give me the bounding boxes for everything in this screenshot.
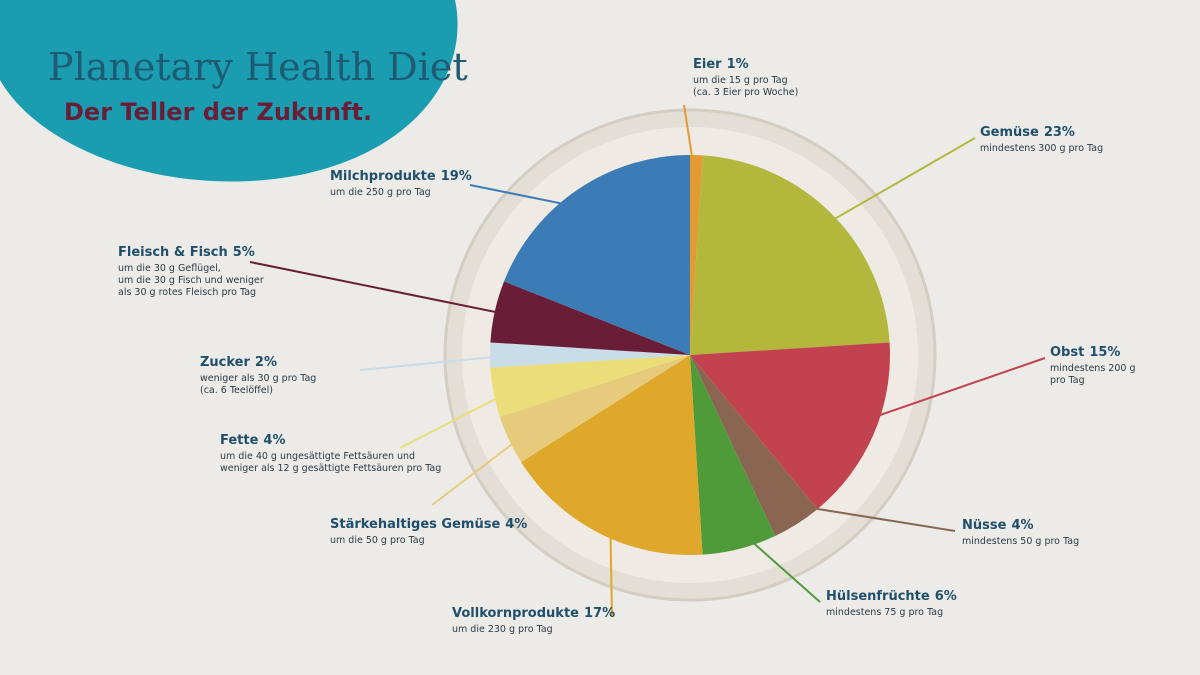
slice-label: Hülsenfrüchte 6% xyxy=(826,589,957,604)
slice-label: Fleisch & Fisch 5% xyxy=(118,245,255,260)
slice-label: Gemüse 23% xyxy=(980,125,1075,140)
value-label: 1% xyxy=(727,57,749,72)
slice-label: Milchprodukte 19% xyxy=(330,169,472,184)
category-name: Fleisch & Fisch xyxy=(118,245,228,260)
slice-description: mindestens 50 g pro Tag xyxy=(962,536,1079,547)
leader-line xyxy=(469,184,592,211)
category-name: Stärkehaltiges Gemüse xyxy=(330,517,500,532)
pie-slice xyxy=(490,342,690,368)
slice-label: Eier 1% xyxy=(693,57,749,72)
slice-description: um die 250 g pro Tag xyxy=(330,187,431,198)
chart-subtitle: Der Teller der Zukunft. xyxy=(64,98,372,126)
slice-description: um die 230 g pro Tag xyxy=(452,624,553,635)
slice-description: mindestens 300 g pro Tag xyxy=(980,143,1103,154)
slice-description: mindestens 75 g pro Tag xyxy=(826,607,943,618)
category-name: Zucker xyxy=(200,355,251,370)
pie-slice xyxy=(690,155,890,355)
category-name: Hülsenfrüchte xyxy=(826,589,930,604)
slice-description: (ca. 3 Eier pro Woche) xyxy=(693,87,798,98)
slice-label: Zucker 2% xyxy=(200,355,277,370)
slice-description: um die 50 g pro Tag xyxy=(330,535,425,546)
slice-description: um die 40 g ungesättigte Fettsäuren und xyxy=(220,451,415,462)
leader-line xyxy=(609,511,613,618)
value-label: 2% xyxy=(255,355,277,370)
pie-slice xyxy=(690,155,703,355)
pie-slice xyxy=(690,342,890,510)
category-name: Vollkornprodukte xyxy=(452,606,579,621)
leader-line xyxy=(399,387,518,449)
leader-line xyxy=(851,357,1046,426)
slice-description: als 30 g rotes Fleisch pro Tag xyxy=(118,287,256,298)
pie-slice xyxy=(521,355,703,555)
value-label: 6% xyxy=(935,589,957,604)
slice-description: mindestens 200 g xyxy=(1050,363,1135,374)
chart-title: Planetary Health Diet xyxy=(48,45,468,89)
value-label: 4% xyxy=(505,517,527,532)
value-label: 4% xyxy=(1011,518,1033,533)
value-label: 5% xyxy=(233,245,255,260)
slice-label: Vollkornprodukte 17% xyxy=(452,606,615,621)
category-name: Fette xyxy=(220,433,259,448)
category-name: Eier xyxy=(693,57,722,72)
leader-line xyxy=(683,104,697,180)
slice-description: weniger als 30 g pro Tag xyxy=(200,373,316,384)
slice-description: pro Tag xyxy=(1050,375,1085,386)
category-name: Nüsse xyxy=(962,518,1007,533)
category-name: Milchprodukte xyxy=(330,169,436,184)
pie-slice xyxy=(690,355,818,536)
leader-line xyxy=(813,137,976,232)
slice-description: um die 30 g Fisch und weniger xyxy=(118,275,264,286)
leader-line xyxy=(733,524,821,603)
slice-description: weniger als 12 g gesättigte Fettsäuren p… xyxy=(220,463,441,474)
slice-label: Stärkehaltiges Gemüse 4% xyxy=(330,517,527,532)
pie-slice xyxy=(499,355,690,463)
pie-slice xyxy=(490,281,690,355)
leader-line xyxy=(359,354,515,371)
value-label: 4% xyxy=(263,433,285,448)
pie-slice xyxy=(504,155,690,355)
value-label: 17% xyxy=(584,606,615,621)
slice-description: um die 15 g pro Tag xyxy=(693,75,788,86)
slice-description: (ca. 6 Teelöffel) xyxy=(200,385,273,396)
slice-label: Obst 15% xyxy=(1050,345,1120,360)
value-label: 19% xyxy=(441,169,472,184)
leader-line xyxy=(249,261,519,318)
category-name: Obst xyxy=(1050,345,1084,360)
slice-description: um die 30 g Geflügel, xyxy=(118,263,221,274)
slice-label: Nüsse 4% xyxy=(962,518,1034,533)
value-label: 15% xyxy=(1089,345,1120,360)
leader-line xyxy=(431,429,532,506)
value-label: 23% xyxy=(1044,125,1075,140)
pie-slice xyxy=(490,355,690,417)
category-name: Gemüse xyxy=(980,125,1039,140)
leader-line xyxy=(784,502,956,532)
title-blob xyxy=(0,0,458,182)
slice-label: Fette 4% xyxy=(220,433,286,448)
pie-slice xyxy=(690,355,776,555)
